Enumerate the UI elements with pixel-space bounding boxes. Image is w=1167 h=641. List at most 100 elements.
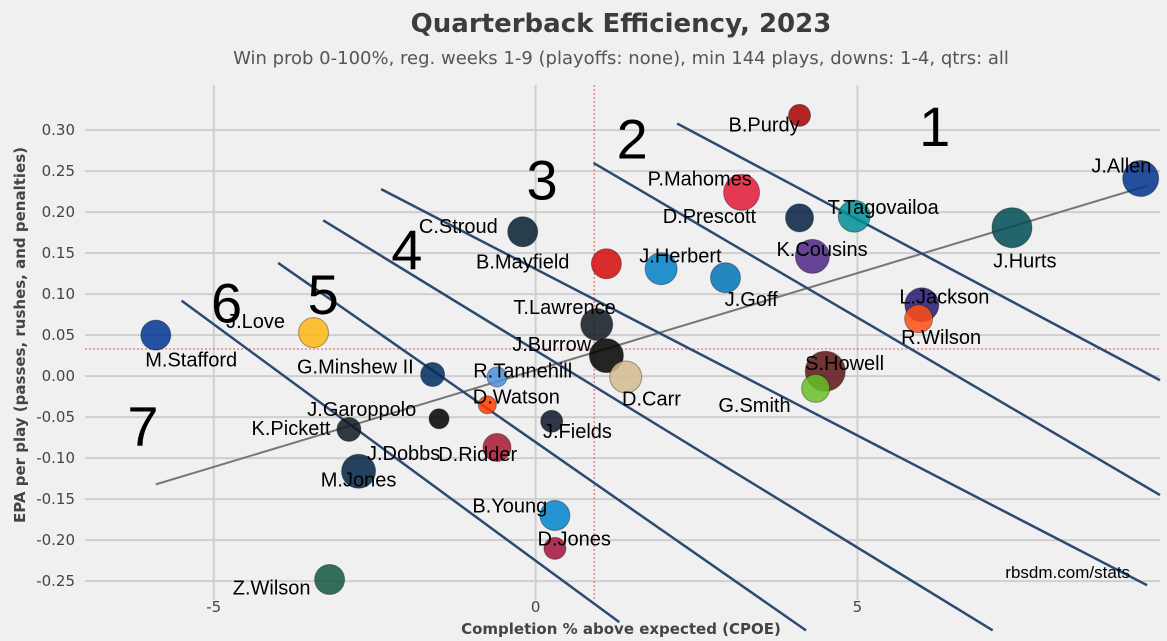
tier-number: 5 [308,263,339,326]
qb-point [991,207,1033,249]
qb-label: K.Pickett [252,418,331,440]
qb-label: J.Garoppolo [307,399,416,421]
qb-label: Z.Wilson [233,578,311,600]
tier-number: 3 [526,148,557,211]
tier-number: 6 [211,271,242,334]
tier-line [277,261,807,632]
y-tick-label: 0.25 [42,162,75,180]
qb-point [482,432,512,462]
tier-number: 4 [391,218,422,281]
qb-point [1122,159,1160,197]
trend-line [155,184,1148,486]
qb-point [801,373,831,403]
qb-label: M.Jones [321,469,397,491]
qb-point [588,338,624,374]
qb-label: J.Love [226,311,285,333]
tier-line [592,161,1161,497]
y-tick-label: 0.10 [42,285,75,303]
qb-point [590,248,622,280]
y-tick-label: 0.30 [42,121,75,139]
tier-line [676,122,1161,382]
qb-point [507,216,539,248]
qb-point [723,173,761,211]
tier-line [180,299,621,624]
qb-point [140,319,172,351]
qb-point [486,366,508,388]
tier-lines [180,122,1161,632]
qb-label: D.Jones [538,528,611,550]
qb-point [336,416,362,442]
qb-labels: 1 23 45 67 B.Purdy J.Allen P.Mahomes T.Tagovail… [127,95,1151,600]
qb-label: L.Jackson [899,287,989,309]
qb-point [540,409,564,433]
qb-point [420,361,446,387]
qb-point [609,360,643,394]
qb-label: D.Watson [473,387,560,409]
qb-label: J.Allen [1091,155,1151,177]
y-tick-label: -0.10 [36,449,75,467]
y-axis-label: EPA per play (passes, rushes, and penalt… [11,147,29,523]
reference-lines [85,85,1160,600]
qb-label: J.Hurts [993,250,1056,272]
qb-point [539,500,571,532]
qb-label: R.Wilson [901,327,981,349]
qb-label: D.Carr [622,388,681,410]
chart-title: Quarterback Efficiency, 2023 [411,9,832,39]
qb-label: T.Lawrence [513,297,615,319]
qb-label: J.Dobbs [367,443,440,465]
tier-number: 1 [919,95,950,158]
qb-label: D.Ridder [438,444,517,466]
qb-label: T.Tagovailoa [828,197,940,219]
tier-line [380,188,1148,587]
x-tick-label: -5 [206,598,221,616]
y-tick-label: -0.15 [36,490,75,508]
y-tick-label: -0.05 [36,408,75,426]
tier-line [322,219,994,632]
tier-number: 7 [127,394,158,457]
qb-label: C.Stroud [419,216,498,238]
x-tick-label: 5 [853,598,863,616]
qb-label: J.Burrow [512,334,591,356]
qb-label: B.Young [472,496,547,518]
axis-ticks: 0.30 0.25 0.20 0.15 0.10 0.05 0.00 -0.05 -0.10 -0… [36,121,862,616]
y-tick-label: 0.20 [42,203,75,221]
y-tick-label: 0.15 [42,244,75,262]
qb-point [785,203,815,233]
qb-label: J.Fields [543,421,612,443]
qb-point [794,238,830,274]
qb-point [837,199,871,233]
qb-label: P.Mahomes [648,168,752,190]
qb-label: G.Smith [718,395,790,417]
credit-text: rbsdm.com/stats [1005,563,1130,582]
y-tick-label: 0.05 [42,326,75,344]
x-tick-label: 0 [531,598,541,616]
qb-label: J.Herbert [639,246,722,268]
qb-label: J.Goff [725,289,778,311]
qb-label: D.Prescott [663,206,757,228]
qb-point [428,408,450,430]
qb-label: S.Howell [805,353,884,375]
qb-point [314,563,346,595]
y-tick-label: 0.00 [42,367,75,385]
qb-point [341,453,377,489]
qb-point [788,103,812,127]
qb-label: M.Stafford [145,350,237,372]
qb-point [580,307,614,341]
qb-label: K.Cousins [776,239,867,261]
qb-label: R.Tannehill [473,360,572,382]
qb-label: B.Mayfield [476,251,569,273]
chart-subtitle: Win prob 0-100%, reg. weeks 1-9 (playoff… [233,48,1009,69]
tier-number: 2 [617,107,648,170]
qb-label: B.Purdy [729,114,800,136]
qb-point [298,317,330,349]
qb-point [904,304,934,334]
qb-point [543,536,567,560]
gridlines [85,85,1160,600]
qb-point [477,395,497,415]
y-tick-label: -0.20 [36,531,75,549]
x-axis-label: Completion % above expected (CPOE) [461,620,781,638]
qb-point [644,252,678,286]
qb-points [140,103,1160,595]
y-tick-label: -0.25 [36,572,75,590]
